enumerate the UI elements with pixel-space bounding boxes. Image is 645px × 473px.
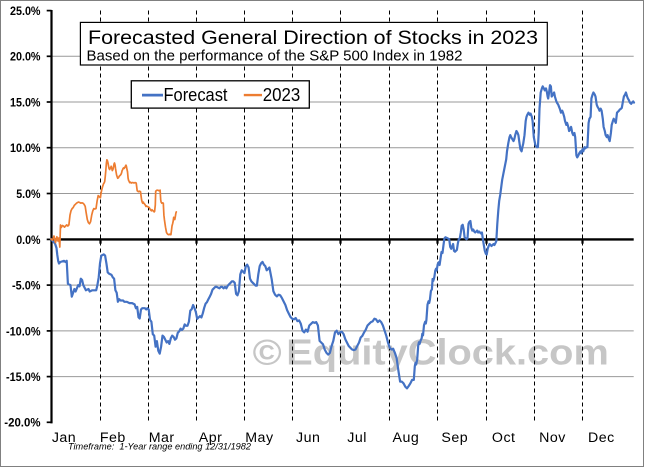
svg-text:15.0%: 15.0% bbox=[10, 95, 41, 109]
svg-text:Based on the performance of th: Based on the performance of the S&P 500 … bbox=[87, 49, 463, 65]
svg-text:Mar: Mar bbox=[149, 430, 175, 446]
svg-text:-10.0%: -10.0% bbox=[6, 324, 41, 338]
svg-text:EquityClock.com: EquityClock.com bbox=[286, 331, 609, 372]
svg-text:25.0%: 25.0% bbox=[10, 4, 41, 18]
svg-text:May: May bbox=[245, 430, 274, 446]
svg-text:Forecast: Forecast bbox=[164, 85, 228, 105]
svg-text:Dec: Dec bbox=[588, 430, 615, 446]
svg-text:Timeframe: 1-Year range endin: Timeframe: 1-Year range ending 12/31/198… bbox=[68, 441, 251, 451]
svg-text:10.0%: 10.0% bbox=[10, 141, 41, 155]
svg-text:©: © bbox=[253, 331, 282, 372]
svg-text:20.0%: 20.0% bbox=[10, 50, 41, 64]
svg-text:5.0%: 5.0% bbox=[16, 187, 40, 201]
svg-text:Forecasted General Direction o: Forecasted General Direction of Stocks i… bbox=[88, 28, 538, 49]
svg-text:Sep: Sep bbox=[441, 430, 468, 446]
svg-text:Oct: Oct bbox=[492, 430, 516, 446]
svg-text:2023: 2023 bbox=[263, 85, 301, 105]
svg-text:Jun: Jun bbox=[296, 430, 320, 446]
svg-text:Feb: Feb bbox=[100, 430, 126, 446]
svg-text:Jan: Jan bbox=[52, 430, 76, 446]
svg-text:Aug: Aug bbox=[393, 430, 420, 446]
svg-text:Apr: Apr bbox=[199, 430, 223, 446]
svg-text:Nov: Nov bbox=[539, 430, 566, 446]
svg-text:-20.0%: -20.0% bbox=[4, 416, 40, 430]
svg-text:-5.0%: -5.0% bbox=[12, 279, 41, 293]
svg-text:Jul: Jul bbox=[347, 430, 367, 446]
svg-text:-15.0%: -15.0% bbox=[6, 370, 41, 384]
svg-text:0.0%: 0.0% bbox=[16, 233, 40, 247]
